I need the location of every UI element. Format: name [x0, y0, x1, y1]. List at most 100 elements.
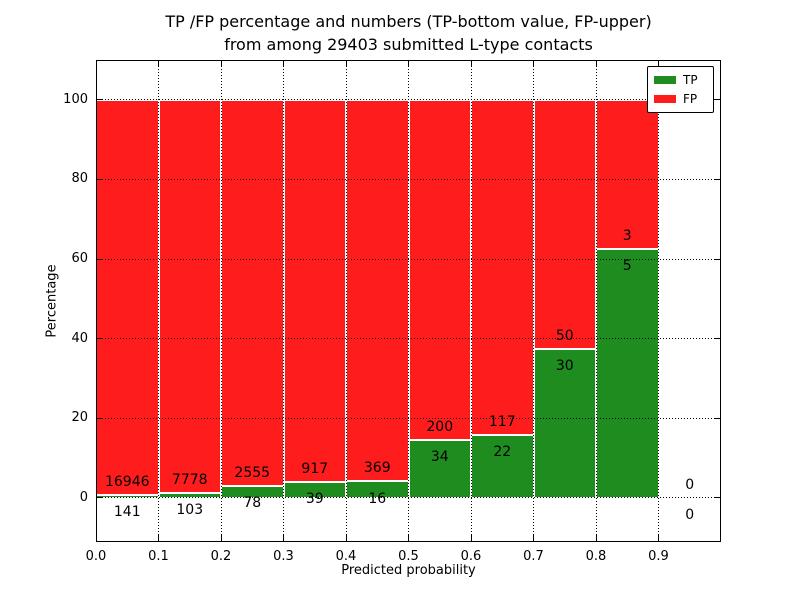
y-tick-label: 20 [71, 410, 88, 426]
x-tick-bottom [220, 535, 222, 541]
tp-count-label: 0 [685, 507, 695, 524]
y-tick-left [97, 497, 103, 499]
y-tick-left [97, 417, 103, 419]
x-tick-label: 0.6 [460, 549, 482, 564]
y-tick-left [97, 258, 103, 260]
fp-bar [533, 99, 596, 349]
fp-bar [221, 99, 284, 487]
y-tick-right [714, 258, 720, 260]
fp-count-label: 917 [301, 460, 329, 477]
tp-count-label: 103 [176, 501, 204, 518]
fp-bar [158, 99, 221, 493]
x-gridline [283, 60, 284, 542]
fp-count-label: 200 [426, 418, 454, 435]
x-tick-label: 0.0 [85, 549, 107, 564]
tp-color-swatch [654, 76, 676, 85]
x-tick-label: 0.8 [585, 549, 607, 564]
fp-bar [283, 99, 346, 482]
fp-count-label: 50 [555, 327, 574, 344]
fp-count-label: 16946 [104, 473, 150, 490]
x-tick-bottom [408, 535, 409, 541]
x-tick-top [470, 61, 472, 67]
legend-item-tp: TP [648, 73, 713, 87]
tp-count-label: 22 [493, 444, 512, 461]
y-gridline [96, 178, 721, 180]
y-tick-label: 40 [71, 330, 88, 346]
y-tick-label: 0 [79, 489, 88, 505]
fp-count-label: 0 [685, 476, 695, 493]
x-tick-label: 0.3 [273, 549, 294, 564]
x-tick-label: 0.2 [210, 549, 232, 564]
y-tick-label: 100 [63, 91, 88, 107]
chart-title-line2: from among 29403 submitted L-type contac… [224, 35, 593, 54]
x-gridline [533, 60, 534, 542]
y-gridline [96, 99, 721, 101]
y-tick-right [714, 497, 720, 499]
fp-count-label: 2555 [234, 465, 271, 482]
x-tick-top [658, 61, 659, 67]
x-tick-top [283, 61, 284, 67]
tp-count-label: 78 [243, 495, 262, 512]
chart-title: TP /FP percentage and numbers (TP-bottom… [96, 10, 721, 56]
y-tick-right [714, 338, 720, 340]
fp-color-swatch [654, 94, 676, 103]
chart-title-line1: TP /FP percentage and numbers (TP-bottom… [165, 12, 652, 31]
x-gridline [595, 60, 597, 542]
y-gridline [96, 338, 721, 340]
y-tick-right [714, 417, 720, 419]
legend-label-fp: FP [683, 91, 698, 106]
fp-bar [471, 99, 534, 435]
tp-count-label: 141 [113, 503, 141, 520]
y-tick-left [97, 99, 103, 101]
fp-count-label: 3 [622, 227, 632, 244]
y-tick-left [97, 338, 103, 340]
legend-item-fp: FP [648, 92, 713, 106]
x-tick-bottom [595, 535, 597, 541]
tp-count-label: 5 [622, 258, 632, 275]
x-gridline [220, 60, 222, 542]
x-tick-bottom [470, 535, 472, 541]
x-gridline [158, 60, 159, 542]
fp-count-label: 369 [363, 460, 391, 477]
y-gridline [96, 258, 721, 260]
y-tick-right [714, 178, 720, 180]
x-tick-bottom [158, 535, 159, 541]
x-tick-bottom [533, 535, 534, 541]
y-tick-right [714, 99, 720, 101]
legend: TP FP [647, 66, 714, 113]
y-gridline [96, 417, 721, 419]
fp-bar [96, 99, 159, 495]
y-tick-label: 80 [71, 171, 88, 187]
y-tick-left [97, 178, 103, 180]
y-tick-label: 60 [71, 251, 88, 267]
tp-count-label: 34 [430, 449, 449, 466]
x-tick-bottom [283, 535, 284, 541]
x-axis-label: Predicted probability [341, 563, 476, 578]
x-gridline [408, 60, 409, 542]
fp-bar [408, 99, 471, 441]
x-tick-top [533, 61, 534, 67]
fp-count-label: 7778 [171, 471, 208, 488]
x-tick-top [158, 61, 159, 67]
x-tick-top [345, 61, 347, 67]
x-gridline [658, 60, 659, 542]
x-tick-label: 0.4 [335, 549, 357, 564]
x-tick-label: 0.1 [148, 549, 169, 564]
x-tick-top [595, 61, 597, 67]
tp-count-label: 16 [368, 490, 387, 507]
tp-count-label: 30 [555, 357, 574, 374]
x-gridline [470, 60, 472, 542]
x-tick-top [95, 61, 97, 67]
x-tick-top [408, 61, 409, 67]
fp-bar [596, 99, 659, 250]
y-axis-label: Percentage [44, 264, 60, 338]
x-tick-label: 0.7 [523, 549, 544, 564]
x-gridline [345, 60, 347, 542]
fp-count-label: 117 [488, 413, 516, 430]
x-tick-bottom [95, 535, 97, 541]
x-tick-bottom [345, 535, 347, 541]
tp-count-label: 39 [305, 490, 324, 507]
y-gridline [96, 497, 721, 499]
x-tick-top [220, 61, 222, 67]
